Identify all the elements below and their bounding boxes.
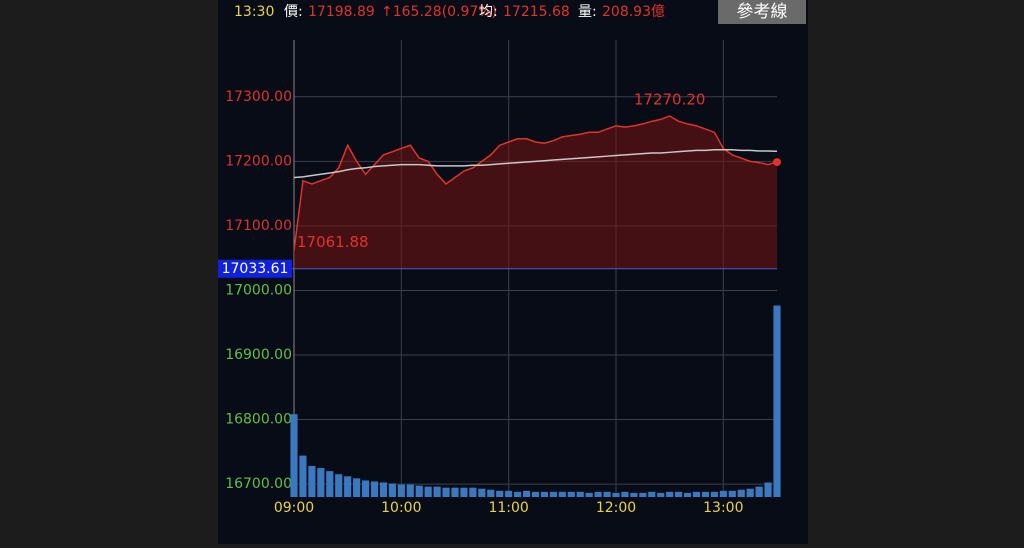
price: 17198.89	[308, 4, 375, 20]
volume-bar	[299, 455, 307, 497]
volume-bar	[567, 491, 575, 497]
average-line	[293, 148, 778, 179]
volume-bar	[317, 468, 325, 497]
volume-bar	[522, 490, 531, 497]
volume-bar	[496, 490, 504, 497]
volume-bar	[353, 478, 361, 497]
y-tick-label: 17300.00	[225, 89, 292, 105]
volume-bar	[585, 492, 593, 497]
y-tick-label: 16900.00	[225, 347, 292, 363]
volume-bar	[460, 487, 468, 497]
volume-bar	[764, 482, 772, 497]
x-tick-label: 10:00	[381, 500, 421, 516]
volume-bar	[487, 489, 495, 497]
volume-bar	[406, 484, 414, 497]
volume-bar	[755, 486, 763, 497]
volume-bar	[728, 490, 736, 497]
volume-bar	[424, 486, 432, 497]
volume-bar	[621, 491, 629, 497]
last-price-dot	[773, 158, 781, 167]
volume-bar	[388, 483, 396, 497]
volume-bar	[648, 491, 656, 497]
volume-bar	[576, 491, 584, 497]
price-label: 價:	[284, 3, 303, 20]
y-tick-label: 17100.00	[225, 218, 292, 234]
avg: 17215.68	[503, 4, 570, 20]
volume-bar	[639, 492, 647, 497]
x-tick-label: 11:00	[488, 500, 528, 516]
volume-bar	[710, 491, 718, 497]
x-tick-label: 13:00	[703, 500, 743, 516]
volume-bar	[290, 414, 298, 497]
low-label: 17061.88	[297, 233, 369, 251]
volume-bar	[514, 491, 522, 497]
change: ↑165.28(0.97%)	[381, 4, 497, 20]
panel	[218, 0, 808, 544]
volume-bar	[558, 491, 566, 497]
volume: 208.93億	[602, 4, 665, 20]
volume-bar	[630, 492, 638, 497]
volume-bar	[433, 486, 441, 497]
volume-bar	[531, 491, 540, 497]
volume-bar	[397, 484, 405, 497]
volume-bar	[675, 491, 683, 497]
volume-bar	[370, 481, 379, 497]
volume-bar	[505, 490, 513, 497]
volume-bar	[719, 490, 727, 497]
volume-bar	[683, 492, 692, 497]
volume-bar	[344, 476, 352, 497]
volume-bar	[326, 471, 334, 497]
y-tick-label: 16800.00	[225, 412, 292, 428]
high-label: 17270.20	[634, 91, 706, 109]
volume-bar	[737, 489, 745, 497]
volume-bar	[666, 491, 674, 497]
volume-bar	[415, 485, 423, 497]
x-tick-label: 09:00	[274, 500, 314, 516]
volume-bar	[603, 491, 611, 497]
volume-bar	[540, 491, 549, 497]
price-area	[294, 116, 777, 269]
volume-bar	[361, 480, 370, 497]
volume-bar	[773, 305, 781, 497]
volume-bar	[612, 492, 620, 497]
volume-bar	[701, 491, 710, 497]
volume-bar	[478, 488, 486, 497]
ref-button[interactable]	[718, 0, 806, 24]
volume-bar	[469, 487, 477, 497]
volume-bar	[692, 491, 701, 497]
ref-button-label[interactable]: 參考線	[737, 2, 788, 22]
reference-tag	[218, 259, 292, 278]
volume-bar	[657, 492, 665, 497]
volume-label: 量:	[578, 4, 597, 20]
volume-bar	[594, 491, 602, 497]
reference-label: 17033.61	[222, 261, 289, 277]
volume-bar	[308, 465, 316, 497]
volume-bar	[379, 482, 388, 497]
y-tick-label: 17200.00	[225, 153, 292, 169]
volume-bar	[442, 487, 450, 497]
y-tick-label: 16700.00	[225, 476, 292, 492]
volume-bar	[746, 488, 754, 497]
x-tick-label: 12:00	[596, 500, 636, 516]
volume-bar	[451, 487, 459, 497]
avg-label: 均:	[479, 4, 498, 20]
price-line	[293, 115, 778, 251]
time: 13:30	[234, 4, 274, 20]
volume-bar	[549, 491, 557, 497]
volume-bar	[335, 474, 343, 497]
y-tick-label: 17000.00	[225, 282, 292, 298]
